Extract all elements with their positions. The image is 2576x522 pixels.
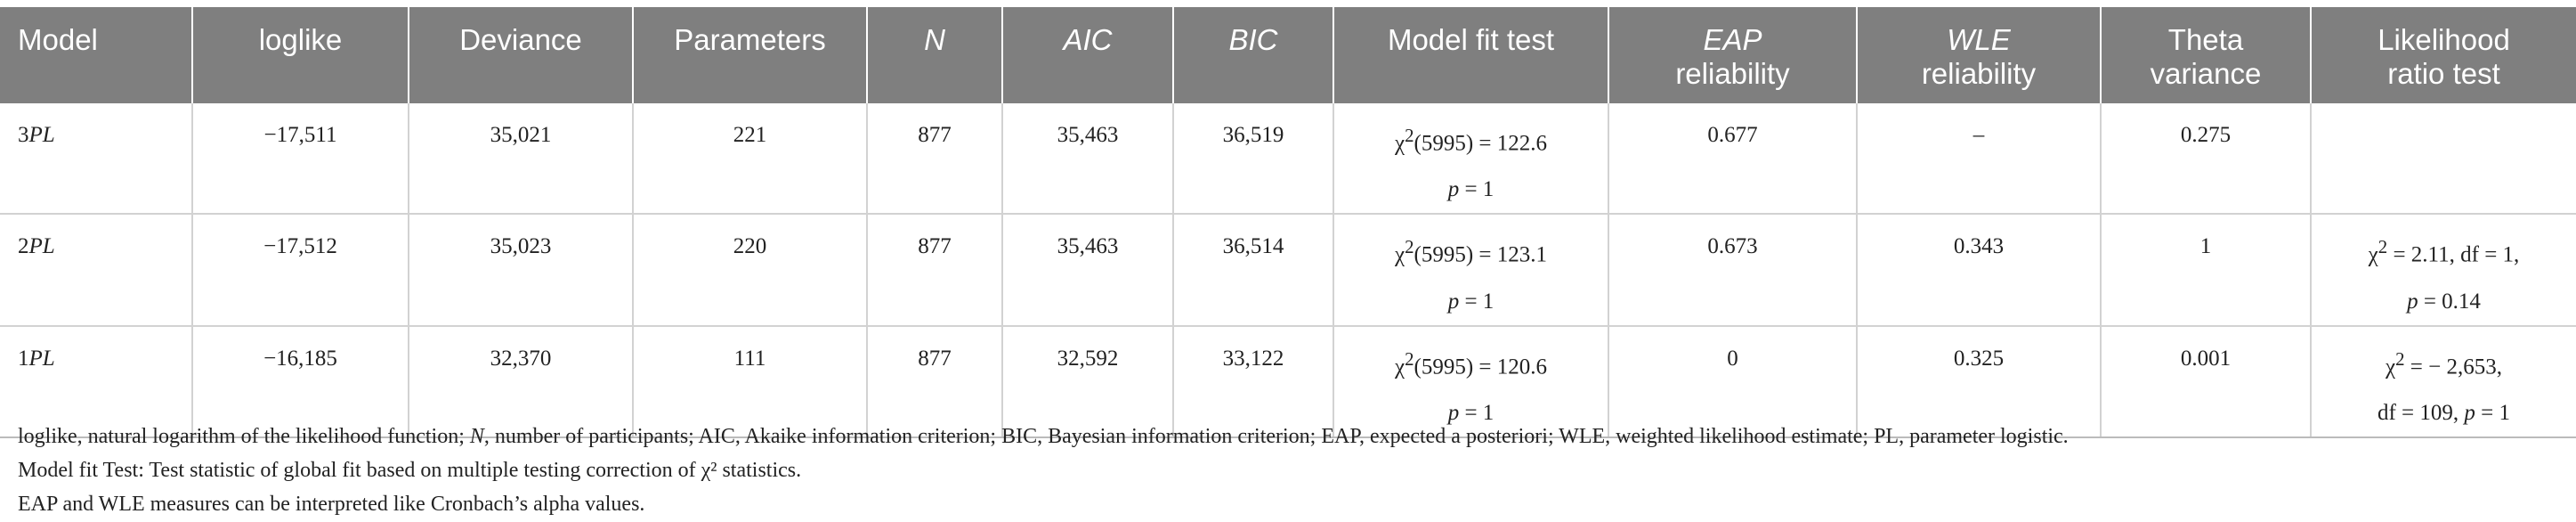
- header-theta-variance: Theta variance: [2101, 7, 2312, 103]
- header-model: Model: [0, 7, 193, 103]
- header-likelihood-ratio-test: Likelihood ratio test: [2311, 7, 2576, 103]
- cell-model-fit-test: χ2(5995) = 122.6 p = 1: [1333, 103, 1609, 216]
- cell-n: 877: [867, 214, 1003, 327]
- cell-parameters: 220: [633, 214, 868, 327]
- table-row: 2PL −17,512 35,023 220 877 35,463 36,514…: [0, 214, 2576, 327]
- header-eap-reliability: EAP reliability: [1608, 7, 1858, 103]
- footnote-reliability: EAP and WLE measures can be interpreted …: [18, 493, 645, 516]
- cell-wle: 0.343: [1857, 214, 2102, 327]
- cell-bic: 36,514: [1173, 214, 1334, 327]
- header-loglike: loglike: [192, 7, 409, 103]
- cell-n: 877: [867, 325, 1003, 438]
- cell-loglike: −17,511: [192, 103, 409, 216]
- header-deviance: Deviance: [409, 7, 634, 103]
- header-aic: AIC: [1002, 7, 1174, 103]
- cell-lrt: χ2 = 2.11, df = 1, p = 0.14: [2311, 214, 2576, 327]
- cell-deviance: 32,370: [409, 325, 634, 438]
- cell-eap: 0.673: [1608, 214, 1858, 327]
- cell-model-fit-test: χ2(5995) = 120.6 p = 1: [1333, 325, 1609, 438]
- cell-model: 3PL: [0, 103, 193, 216]
- header-bic: BIC: [1173, 7, 1334, 103]
- cell-wle: –: [1857, 103, 2102, 216]
- cell-model: 1PL: [0, 325, 193, 438]
- cell-eap: 0: [1608, 325, 1858, 438]
- cell-aic: 32,592: [1002, 325, 1174, 438]
- cell-aic: 35,463: [1002, 214, 1174, 327]
- cell-model: 2PL: [0, 214, 193, 327]
- cell-deviance: 35,021: [409, 103, 634, 216]
- cell-bic: 36,519: [1173, 103, 1334, 216]
- cell-theta: 1: [2101, 214, 2312, 327]
- header-row: Model loglike Deviance Parameters N AIC …: [0, 7, 2576, 103]
- cell-loglike: −16,185: [192, 325, 409, 438]
- cell-bic: 33,122: [1173, 325, 1334, 438]
- cell-eap: 0.677: [1608, 103, 1858, 216]
- cell-lrt: χ2 = − 2,653, df = 109, p = 1: [2311, 325, 2576, 438]
- table-footnotes: loglike, natural logarithm of the likeli…: [18, 420, 2564, 521]
- model-comparison-table: Model loglike Deviance Parameters N AIC …: [0, 7, 2576, 438]
- cell-deviance: 35,023: [409, 214, 634, 327]
- header-parameters: Parameters: [633, 7, 868, 103]
- table-row: 3PL −17,511 35,021 221 877 35,463 36,519…: [0, 103, 2576, 216]
- cell-theta: 0.275: [2101, 103, 2312, 216]
- cell-model-fit-test: χ2(5995) = 123.1 p = 1: [1333, 214, 1609, 327]
- header-model-fit-test: Model fit test: [1333, 7, 1609, 103]
- footnote-model-fit: Model fit Test: Test statistic of global…: [18, 459, 802, 482]
- cell-loglike: −17,512: [192, 214, 409, 327]
- cell-parameters: 111: [633, 325, 868, 438]
- cell-n: 877: [867, 103, 1003, 216]
- table-row: 1PL −16,185 32,370 111 877 32,592 33,122…: [0, 325, 2576, 438]
- header-wle-reliability: WLE reliability: [1857, 7, 2102, 103]
- footnote-abbreviations: loglike, natural logarithm of the likeli…: [18, 425, 2069, 448]
- cell-theta: 0.001: [2101, 325, 2312, 438]
- cell-parameters: 221: [633, 103, 868, 216]
- cell-aic: 35,463: [1002, 103, 1174, 216]
- cell-lrt: [2311, 103, 2576, 216]
- header-n: N: [867, 7, 1003, 103]
- cell-wle: 0.325: [1857, 325, 2102, 438]
